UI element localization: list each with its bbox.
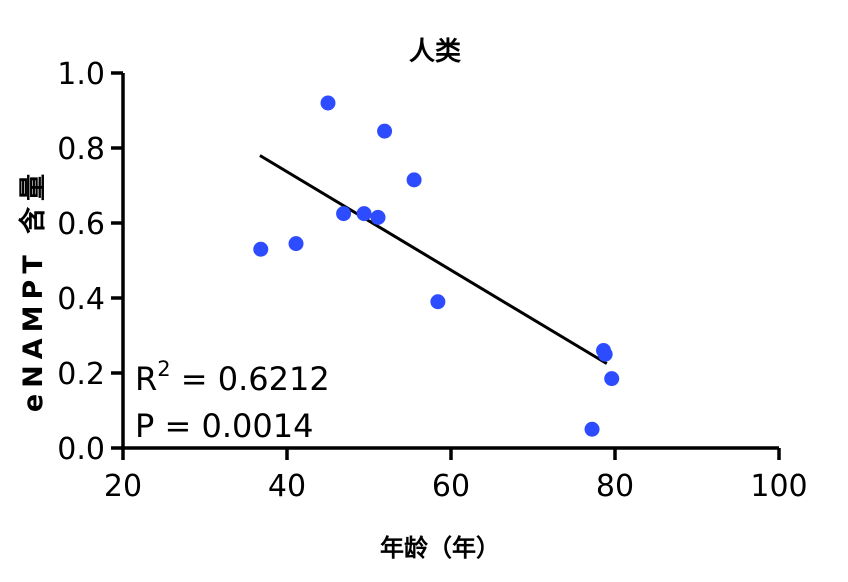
r-squared-value: = 0.6212 [171,360,330,398]
y-axis-label: eNAMPT 含量 [17,168,49,412]
axes: 0.0 0.2 0.4 0.6 0.8 1.0 20 40 60 80 100 [57,57,807,504]
x-axis-label: 年龄（年） [380,534,500,562]
data-point [584,421,600,437]
data-point [597,346,613,362]
fit-line-group [259,154,608,365]
p-value-annotation: P = 0.0014 [135,407,313,445]
data-point [253,241,269,257]
y-tick-label: 0.8 [57,132,105,167]
data-point [370,209,386,225]
y-tick-label: 0.0 [57,432,105,467]
r-squared-superscript: 2 [157,357,170,381]
y-tick-label: 0.6 [57,207,105,242]
r-squared-annotation: R2 = 0.6212 [135,357,330,398]
r-squared-label: R [135,360,157,398]
data-point [288,236,304,252]
chart-title: 人类 [409,37,461,67]
data-point [377,123,393,139]
x-tick-label: 60 [432,469,470,504]
y-tick-label: 0.4 [57,282,105,317]
data-point [336,206,352,222]
x-tick-label: 20 [104,469,142,504]
regression-line [259,154,608,365]
y-tick-label: 0.2 [57,357,105,392]
data-point [356,206,372,222]
x-tick-label: 80 [596,469,634,504]
data-point [604,371,620,387]
data-point [430,294,446,310]
x-tick-label: 100 [750,469,807,504]
x-tick-label: 40 [268,469,306,504]
data-point [406,172,422,188]
points-group [253,95,620,437]
y-tick-label: 1.0 [57,57,105,92]
data-point [320,95,336,111]
